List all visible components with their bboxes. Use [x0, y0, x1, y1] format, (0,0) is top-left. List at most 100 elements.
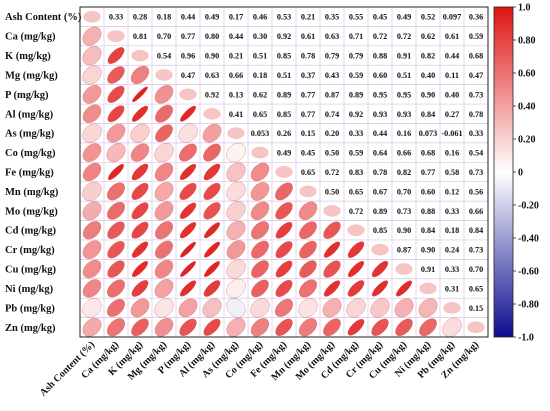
- correlation-ellipse: [107, 279, 125, 298]
- correlation-value: 0.36: [469, 13, 483, 22]
- correlation-ellipse: [131, 318, 149, 337]
- correlation-ellipse: [107, 66, 125, 84]
- correlation-ellipse: [82, 143, 102, 162]
- correlation-ellipse: [396, 280, 412, 297]
- correlation-ellipse: [132, 86, 148, 103]
- correlation-ellipse: [179, 202, 197, 219]
- correlation-ellipse: [226, 181, 246, 201]
- correlation-value: 0.73: [469, 168, 483, 177]
- correlation-ellipse: [202, 123, 222, 143]
- correlation-value: -0.061: [441, 129, 462, 138]
- correlation-ellipse: [179, 163, 197, 181]
- colorbar-tick-label: -0.20: [518, 201, 539, 212]
- correlation-value: 0.49: [397, 13, 411, 22]
- correlation-value: 0.64: [373, 149, 387, 158]
- correlation-value: 0.63: [325, 32, 339, 41]
- row-label: Mo (mg/kg): [5, 206, 58, 217]
- correlation-value: 0.24: [445, 246, 459, 255]
- correlation-value: 0.49: [205, 13, 219, 22]
- correlation-ellipse: [251, 260, 269, 278]
- correlation-value: 0.40: [445, 90, 459, 99]
- correlation-value: 0.66: [469, 207, 483, 216]
- correlation-value: 0.33: [445, 207, 459, 216]
- colorbar-tick-label: -0.80: [518, 300, 539, 311]
- correlation-ellipse: [179, 280, 197, 297]
- correlation-ellipse: [226, 259, 246, 279]
- correlation-value: 0.85: [373, 226, 387, 235]
- diagonal-mark: [419, 282, 437, 295]
- correlation-value: 0.053: [251, 129, 269, 138]
- correlation-value: 0.77: [301, 90, 315, 99]
- correlation-ellipse: [155, 221, 173, 240]
- correlation-ellipse: [82, 26, 102, 46]
- row-label: Mg (mg/kg): [5, 70, 58, 81]
- correlation-value: 0.53: [277, 13, 291, 22]
- diagonal-mark: [275, 166, 293, 178]
- correlation-ellipse: [204, 261, 220, 277]
- correlation-ellipse: [251, 240, 269, 259]
- diagonal-mark: [323, 205, 341, 217]
- colorbar-tick-label: -1.0: [518, 333, 534, 344]
- correlation-value: 0.79: [325, 52, 339, 61]
- correlation-value: 0.68: [421, 149, 435, 158]
- correlation-value: 0.51: [277, 71, 291, 80]
- colorbar-tick-label: -0.60: [518, 267, 539, 278]
- correlation-ellipse: [299, 279, 317, 298]
- correlation-value: 0.93: [373, 110, 387, 119]
- correlation-value: 0.70: [469, 265, 483, 274]
- correlation-ellipse: [298, 298, 318, 318]
- correlation-value: 0.26: [277, 129, 291, 138]
- colorbar-tick-label: -0.40: [518, 234, 539, 245]
- row-label: Ca (mg/kg): [5, 32, 56, 43]
- correlation-ellipse: [250, 162, 270, 182]
- correlation-ellipse: [204, 222, 220, 239]
- correlation-value: 0.37: [301, 71, 315, 80]
- correlation-value: 0.90: [397, 226, 411, 235]
- correlation-value: 0.18: [157, 13, 171, 22]
- cells-group: 0.33 0.28 0.18 0.44 0.49 0.17 0.46 0.53 0.21 0.35…: [82, 10, 485, 337]
- correlation-value: 0.72: [373, 32, 387, 41]
- correlation-value: 0.51: [253, 52, 267, 61]
- grid-group: [80, 7, 488, 337]
- correlation-value: 0.55: [349, 13, 363, 22]
- colorbar: 1.0 0.80 0.60 0.40 0.20 0 -0.20 -0.40 -0.60 -0.80…: [493, 3, 539, 344]
- correlation-value: 0.84: [421, 226, 435, 235]
- correlation-value: 0.50: [325, 187, 339, 196]
- correlation-value: 0.65: [349, 187, 363, 196]
- correlation-ellipse: [250, 318, 270, 337]
- correlation-ellipse: [442, 317, 462, 337]
- correlation-value: 0.85: [277, 110, 291, 119]
- correlation-ellipse: [250, 201, 270, 220]
- correlation-ellipse: [82, 298, 102, 318]
- correlation-value: 0.44: [373, 129, 387, 138]
- correlation-value: 0.65: [469, 284, 483, 293]
- correlation-value: 0.45: [301, 149, 315, 158]
- correlation-value: 0.72: [349, 207, 363, 216]
- correlation-value: 0.70: [397, 187, 411, 196]
- correlation-ellipse: [107, 105, 125, 123]
- correlation-ellipse: [82, 181, 102, 201]
- correlation-ellipse: [154, 318, 174, 337]
- correlation-ellipse: [226, 142, 246, 163]
- correlation-ellipse: [179, 222, 197, 239]
- colorbar-tick-label: 0.40: [518, 102, 536, 113]
- correlation-value: 0.72: [325, 168, 339, 177]
- correlation-ellipse: [203, 163, 221, 181]
- correlation-ellipse: [178, 123, 198, 143]
- colorbar-tick-label: 0.60: [518, 69, 536, 80]
- row-label: K (mg/kg): [5, 51, 51, 62]
- correlation-value: 0.65: [253, 110, 267, 119]
- correlation-value: 0.89: [277, 90, 291, 99]
- correlation-value: 0.74: [325, 110, 339, 119]
- correlation-ellipse: [323, 221, 341, 239]
- correlation-value: 0.54: [469, 149, 483, 158]
- correlation-value: 0.47: [469, 71, 483, 80]
- correlation-ellipse: [250, 182, 270, 201]
- row-label: Cu (mg/kg): [5, 265, 57, 276]
- correlation-ellipse: [202, 298, 222, 318]
- correlation-ellipse: [108, 164, 124, 180]
- correlation-ellipse: [347, 261, 365, 278]
- correlation-value: 0.68: [469, 52, 483, 61]
- correlation-ellipse: [203, 182, 221, 200]
